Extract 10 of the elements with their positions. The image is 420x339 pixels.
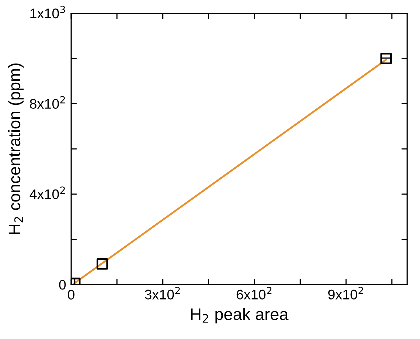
y-tick-label: 8x10$^{2}$: [30, 96, 66, 110]
x-tick-label: 6x10$^{2}$: [236, 287, 272, 300]
x-tick-label: 0: [68, 290, 75, 300]
y-axis-title: H$_{2}$ concentration (ppm): [8, 64, 24, 234]
x-axis-title: H$_{2}$ peak area: [191, 308, 289, 324]
x-tick-label: 3x10$^{2}$: [145, 287, 180, 300]
y-tick-label: 1x10$^{3}$: [30, 6, 66, 19]
y-tick-label: 0: [59, 280, 66, 290]
y-tick-label: 4x10$^{2}$: [30, 186, 66, 200]
x-tick-label: 9x10$^{2}$: [328, 287, 364, 300]
